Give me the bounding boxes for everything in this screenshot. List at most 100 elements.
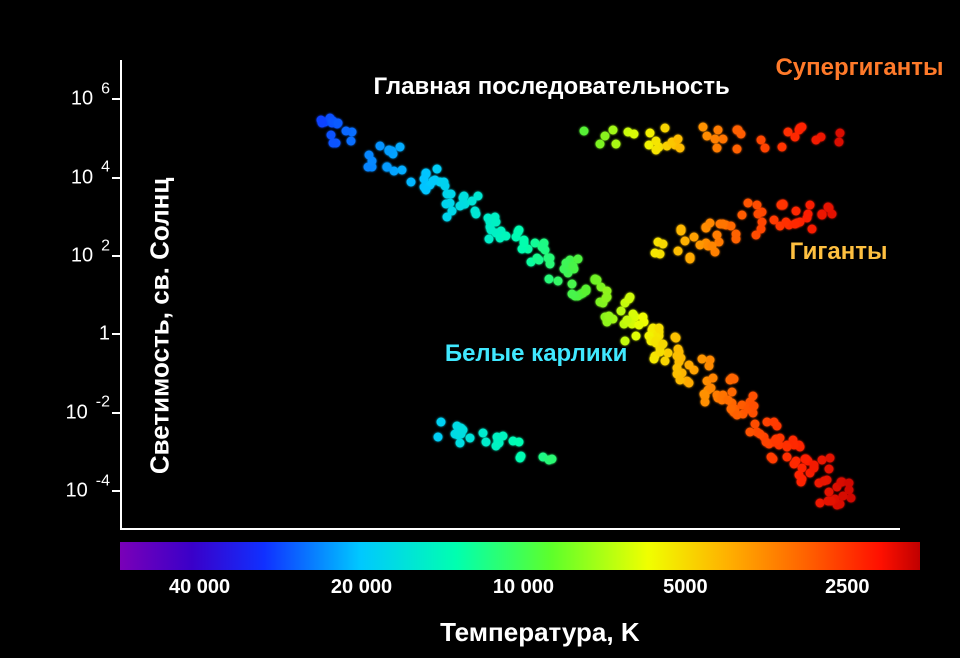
- main-sequence-point: [396, 142, 405, 151]
- supergiants-point: [674, 135, 683, 144]
- main-sequence-point: [382, 163, 391, 172]
- supergiants-point: [580, 127, 589, 136]
- main-sequence-point: [622, 315, 631, 324]
- main-sequence-point: [733, 410, 742, 419]
- main-sequence-point: [553, 276, 562, 285]
- y-tick-mark: [112, 255, 122, 257]
- giants-point: [674, 247, 683, 256]
- y-axis-line: [120, 60, 122, 530]
- main-sequence-point: [708, 373, 717, 382]
- main-sequence-point: [421, 185, 430, 194]
- supergiants-point: [733, 126, 742, 135]
- y-tick-mark: [112, 333, 122, 335]
- main-sequence-point: [347, 136, 356, 145]
- main-sequence-point: [604, 312, 613, 321]
- giants-point: [792, 206, 801, 215]
- main-sequence-point: [825, 465, 834, 474]
- main-sequence-point: [704, 362, 713, 371]
- main-sequence-point: [825, 454, 834, 463]
- main-sequence-point: [701, 398, 710, 407]
- white-dwarfs-point: [515, 453, 524, 462]
- supergiants-point: [661, 124, 670, 133]
- main-sequence-point: [428, 177, 437, 186]
- supergiants-point: [784, 127, 793, 136]
- white-dwarfs-point: [437, 418, 446, 427]
- supergiants-point: [611, 139, 620, 148]
- supergiants-point: [811, 136, 820, 145]
- main-sequence-point: [810, 463, 819, 472]
- main-sequence-point: [624, 295, 633, 304]
- main-sequence-point: [385, 146, 394, 155]
- giants-point: [677, 224, 686, 233]
- main-sequence-point: [592, 275, 601, 284]
- main-sequence-point: [491, 213, 500, 222]
- main-sequence-point: [755, 429, 764, 438]
- giants-point: [777, 200, 786, 209]
- main-sequence-point: [316, 115, 325, 124]
- main-sequence-point: [621, 337, 630, 346]
- supergiants-point: [761, 144, 770, 153]
- main-sequence-point: [676, 376, 685, 385]
- main-sequence-point: [655, 348, 664, 357]
- main-sequence-label: Главная последовательность: [373, 73, 729, 101]
- supergiants-point: [777, 143, 786, 152]
- main-sequence-point: [455, 201, 464, 210]
- y-tick-label: 10-2: [66, 401, 110, 424]
- main-sequence-point: [520, 239, 529, 248]
- giants-point: [707, 242, 716, 251]
- main-sequence-point: [684, 360, 693, 369]
- white-dwarfs-point: [433, 432, 442, 441]
- giants-point: [823, 202, 832, 211]
- main-sequence-point: [684, 379, 693, 388]
- main-sequence-point: [333, 119, 342, 128]
- main-sequence-point: [670, 333, 679, 342]
- supergiants-point: [798, 123, 807, 132]
- y-tick-label: 102: [71, 244, 110, 267]
- supergiants-point: [719, 135, 728, 144]
- main-sequence-point: [826, 496, 835, 505]
- main-sequence-point: [568, 289, 577, 298]
- giants-point: [718, 220, 727, 229]
- y-tick-mark: [112, 177, 122, 179]
- giants-point: [737, 210, 746, 219]
- main-sequence-point: [441, 199, 450, 208]
- giants-point: [791, 220, 800, 229]
- main-sequence-point: [342, 126, 351, 135]
- main-sequence-point: [706, 383, 715, 392]
- giants-point: [758, 218, 767, 227]
- main-sequence-point: [546, 259, 555, 268]
- giants-point: [727, 222, 736, 231]
- x-tick-label: 20 000: [331, 576, 392, 599]
- main-sequence-point: [770, 417, 779, 426]
- white-dwarfs-point: [466, 434, 475, 443]
- white-dwarfs-point: [493, 433, 502, 442]
- y-tick-mark: [112, 490, 122, 492]
- giants-point: [817, 211, 826, 220]
- main-sequence-point: [328, 139, 337, 148]
- main-sequence-point: [839, 492, 848, 501]
- main-sequence-point: [582, 287, 591, 296]
- main-sequence-point: [820, 476, 829, 485]
- y-tick-label: 106: [71, 88, 110, 111]
- white-dwarfs-point: [515, 438, 524, 447]
- main-sequence-point: [365, 150, 374, 159]
- giants-point: [712, 230, 721, 239]
- main-sequence-point: [443, 213, 452, 222]
- main-sequence-point: [635, 320, 644, 329]
- x-axis-title: Температура, K: [440, 617, 640, 648]
- y-tick-mark: [112, 98, 122, 100]
- y-tick-label: 10-4: [66, 479, 110, 502]
- supergiants-point: [835, 138, 844, 147]
- white-dwarfs-point: [547, 455, 556, 464]
- hr-diagram-stage: Светимость, св. Солнц Температура, K 106…: [0, 0, 960, 658]
- main-sequence-point: [673, 351, 682, 360]
- x-tick-label: 40 000: [169, 576, 230, 599]
- supergiants-label: Супергиганты: [775, 54, 943, 82]
- main-sequence-point: [502, 232, 511, 241]
- main-sequence-point: [761, 437, 770, 446]
- y-tick-label: 1: [99, 323, 110, 346]
- giants-point: [705, 218, 714, 227]
- giants-point: [807, 225, 816, 234]
- giants-point: [744, 199, 753, 208]
- main-sequence-point: [617, 306, 626, 315]
